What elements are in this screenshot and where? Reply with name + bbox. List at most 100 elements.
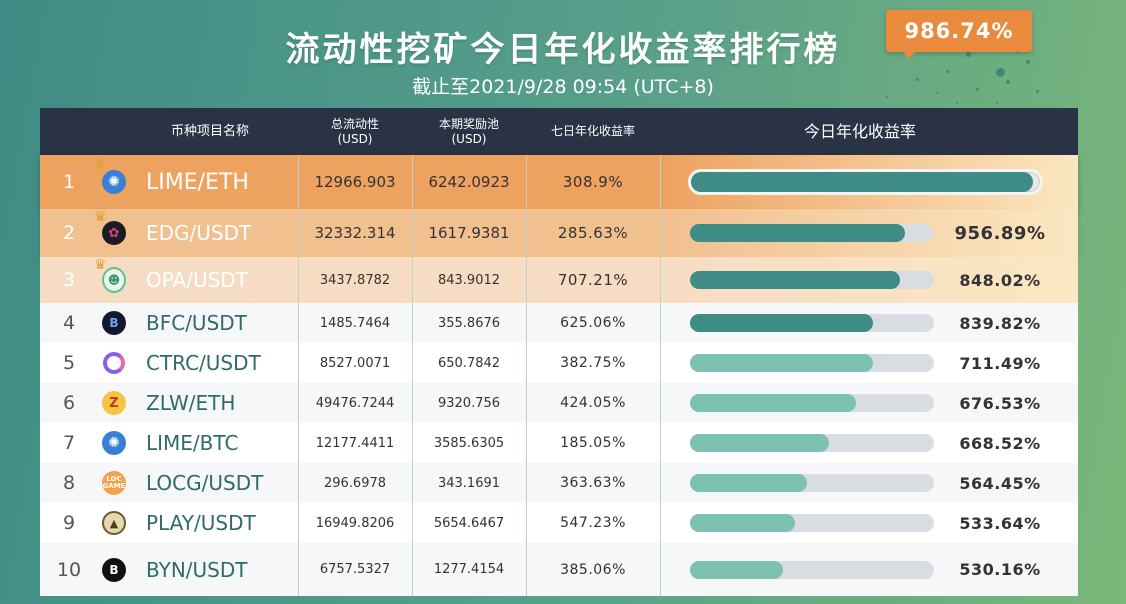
ctrc-icon: [102, 351, 126, 375]
rank-label: 10: [56, 558, 82, 581]
pair-label: LIME/ETH: [146, 169, 249, 195]
locg-icon: LOC GAME: [102, 471, 126, 495]
pool-value: 6242.0923: [412, 155, 526, 209]
rank-number: 7: [40, 423, 98, 463]
pool-label: 343.1691: [437, 475, 501, 491]
top-rate-badge: 986.74%: [886, 10, 1032, 52]
today-rate-value: 676.53%: [940, 383, 1060, 423]
play-icon: ▲: [102, 511, 126, 535]
pair-label: PLAY/USDT: [146, 511, 256, 535]
rank-label: 3: [62, 269, 76, 291]
rank-number: 3: [40, 257, 98, 303]
pair-name: BFC/USDT: [146, 303, 296, 343]
rank-number: 4: [40, 303, 98, 343]
decorative-dot: [916, 78, 919, 81]
today-rate-label: 676.53%: [959, 393, 1041, 413]
decorative-dot: [936, 92, 938, 94]
rate-bar-track: [690, 514, 934, 532]
liquidity-value: 6757.5327: [298, 543, 412, 596]
pool-label: 3585.6305: [433, 435, 505, 451]
pair-name: LIME/ETH: [146, 155, 296, 209]
rank-label: 7: [62, 432, 76, 454]
liquidity-label: 6757.5327: [319, 562, 391, 577]
rate-bar-fill: [690, 434, 830, 452]
rate-bar-fill: [690, 354, 873, 372]
rank-label: 2: [62, 222, 76, 244]
pool-value: 5654.6467: [412, 503, 526, 543]
rank-number: 8: [40, 463, 98, 503]
liquidity-label: 1485.7464: [319, 315, 391, 331]
pair-label: LIME/BTC: [146, 431, 239, 455]
zlw-icon: Z: [102, 391, 126, 415]
table-row: 10 B BYN/USDT 6757.5327 1277.4154 385.06% 530.…: [40, 543, 1078, 596]
badge-pointer: [902, 50, 916, 59]
rank-label: 4: [62, 312, 76, 334]
liquidity-value: 49476.7244: [298, 383, 412, 423]
header-name: 币种项目名称: [80, 108, 340, 155]
crown-icon: ♛: [94, 257, 107, 273]
pair-label: CTRC/USDT: [146, 351, 261, 375]
pair-name: BYN/USDT: [146, 543, 296, 596]
today-rate-value: 530.16%: [940, 543, 1060, 596]
table-row: 4 B BFC/USDT 1485.7464 355.8676 625.06% 839.82…: [40, 303, 1078, 343]
opa-icon: ☻: [102, 267, 126, 293]
pair-name: ZLW/ETH: [146, 383, 296, 423]
lime-icon: ✺: [102, 431, 126, 455]
liquidity-value: 8527.0071: [298, 343, 412, 383]
rate-bar-track: [690, 474, 934, 492]
apr7-value: 382.75%: [526, 343, 660, 383]
liquidity-label: 12177.4411: [315, 435, 395, 451]
apr7-value: 385.06%: [526, 543, 660, 596]
lime-icon: ✺: [102, 170, 126, 194]
rate-bar-fill: [690, 514, 795, 532]
apr7-label: 185.05%: [560, 435, 626, 451]
today-rate-label: 564.45%: [959, 473, 1041, 493]
pool-value: 3585.6305: [412, 423, 526, 463]
liquidity-value: 12177.4411: [298, 423, 412, 463]
rate-bar-fill: [691, 172, 1034, 192]
liquidity-value: 12966.903: [298, 155, 412, 209]
decorative-dot: [996, 102, 998, 104]
table-row: 9 ▲ PLAY/USDT 16949.8206 5654.6467 547.23% 533…: [40, 503, 1078, 543]
pair-name: LOCG/USDT: [146, 463, 296, 503]
liquidity-value: 16949.8206: [298, 503, 412, 543]
rate-bar-track: [690, 354, 934, 372]
table-row: 3 ☻ ♛ OPA/USDT 3437.8782 843.9012 707.21% 848.0…: [40, 257, 1078, 303]
byn-icon: B: [102, 557, 126, 582]
pair-label: ZLW/ETH: [146, 391, 236, 415]
apr7-label: 363.63%: [560, 475, 626, 491]
liquidity-label: 8527.0071: [319, 355, 391, 371]
header-pool-label: 本期奖励池: [438, 116, 499, 131]
pair-label: BFC/USDT: [146, 311, 247, 335]
rate-bar-fill: [690, 560, 783, 579]
apr7-value: 363.63%: [526, 463, 660, 503]
apr7-value: 707.21%: [526, 257, 660, 303]
apr7-value: 185.05%: [526, 423, 660, 463]
header-name-label: 币种项目名称: [170, 124, 249, 139]
apr7-value: 424.05%: [526, 383, 660, 423]
apr7-value: 625.06%: [526, 303, 660, 343]
apr7-label: 707.21%: [557, 271, 629, 289]
liquidity-value: 32332.314: [298, 209, 412, 257]
bfc-icon: B: [102, 311, 126, 335]
column-divider: [660, 155, 661, 596]
today-rate-label: 848.02%: [959, 270, 1041, 290]
table-row: 1 ✺ ♛ LIME/ETH 12966.903 6242.0923 308.9%: [40, 155, 1078, 209]
rate-bar-track: [690, 314, 934, 332]
header-liquidity-unit: (USD): [337, 131, 373, 146]
header-liquidity-label: 总流动性: [330, 116, 379, 131]
apr7-value: 547.23%: [526, 503, 660, 543]
ranking-table: 币种项目名称 总流动性 (USD) 本期奖励池 (USD) 七日年化收益率 今日…: [40, 108, 1078, 596]
pair-label: BYN/USDT: [146, 557, 248, 582]
decorative-dot: [1026, 60, 1030, 64]
pair-label: LOCG/USDT: [146, 471, 264, 495]
liquidity-label: 3437.8782: [319, 272, 391, 288]
rank-number: 9: [40, 503, 98, 543]
table-row: 2 ✿ ♛ EDG/USDT 32332.314 1617.9381 285.63% 956.…: [40, 209, 1078, 257]
rank-label: 8: [62, 472, 76, 494]
table-header: 币种项目名称 总流动性 (USD) 本期奖励池 (USD) 七日年化收益率 今日…: [40, 108, 1078, 155]
rank-number: 1: [40, 155, 98, 209]
crown-icon: ♛: [94, 209, 107, 225]
decorative-dot: [886, 96, 888, 98]
pool-value: 343.1691: [412, 463, 526, 503]
